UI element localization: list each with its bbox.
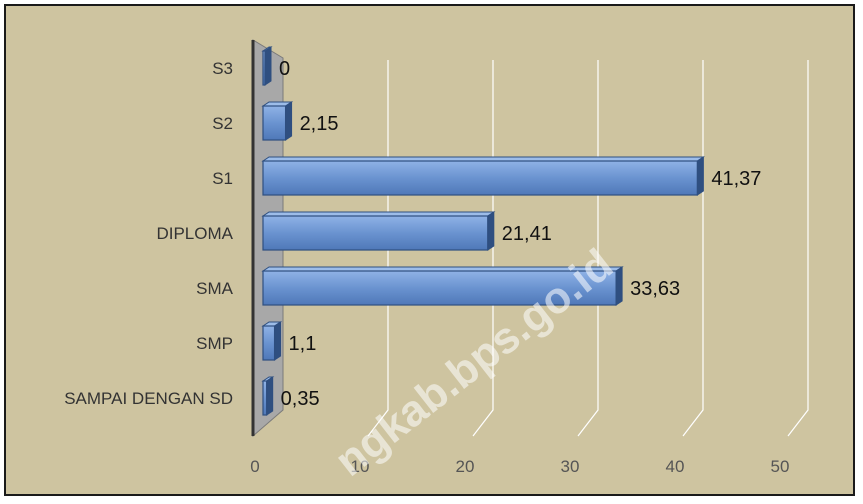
bar	[262, 160, 698, 196]
bar-end	[266, 376, 274, 416]
bar	[262, 380, 268, 416]
y-category-label: SMP	[196, 334, 233, 353]
bar-group	[261, 321, 283, 361]
data-label: 41,37	[711, 168, 761, 190]
bar-group	[261, 101, 294, 141]
y-category-label: DIPLOMA	[156, 224, 233, 243]
bar	[262, 270, 617, 306]
bar-layer	[261, 46, 706, 416]
bar-group	[261, 46, 273, 86]
data-label: 2,15	[300, 113, 339, 135]
bar-group	[261, 156, 706, 196]
bar-top	[261, 156, 706, 162]
bar-end	[696, 156, 704, 196]
gridline	[787, 60, 809, 437]
bar-end	[264, 46, 272, 86]
label-layer: 0 10 20 30 40 50 S3 0 S2 2,15 S1 41,37 DIPLOMA 21,41 S…	[64, 58, 789, 476]
data-label: 21,41	[502, 223, 552, 245]
y-category-label: S1	[212, 169, 233, 188]
data-label: 0,35	[281, 388, 320, 410]
bar-group	[261, 266, 624, 306]
bar	[262, 215, 489, 251]
data-label: 1,1	[289, 333, 317, 355]
y-category-label: S3	[212, 59, 233, 78]
x-tick-label: 30	[561, 457, 580, 476]
x-tick-label: 40	[666, 457, 685, 476]
bar-end	[274, 321, 282, 361]
y-category-label: SMA	[196, 279, 234, 298]
data-label: 0	[279, 58, 290, 80]
x-tick-label: 50	[771, 457, 790, 476]
x-tick-label: 10	[351, 457, 370, 476]
bar-group	[261, 211, 496, 251]
bar-top	[261, 211, 496, 217]
bar-group	[261, 376, 275, 416]
bar	[262, 325, 276, 361]
bar-end	[487, 211, 495, 251]
y-category-label: S2	[212, 114, 233, 133]
x-tick-label: 20	[456, 457, 475, 476]
gridline	[682, 60, 704, 437]
x-tick-label: 0	[250, 457, 259, 476]
data-label: 33,63	[630, 278, 680, 300]
bar-end	[615, 266, 623, 306]
y-category-label: SAMPAI DENGAN SD	[64, 389, 233, 408]
bar-end	[285, 101, 293, 141]
bar	[262, 105, 287, 141]
